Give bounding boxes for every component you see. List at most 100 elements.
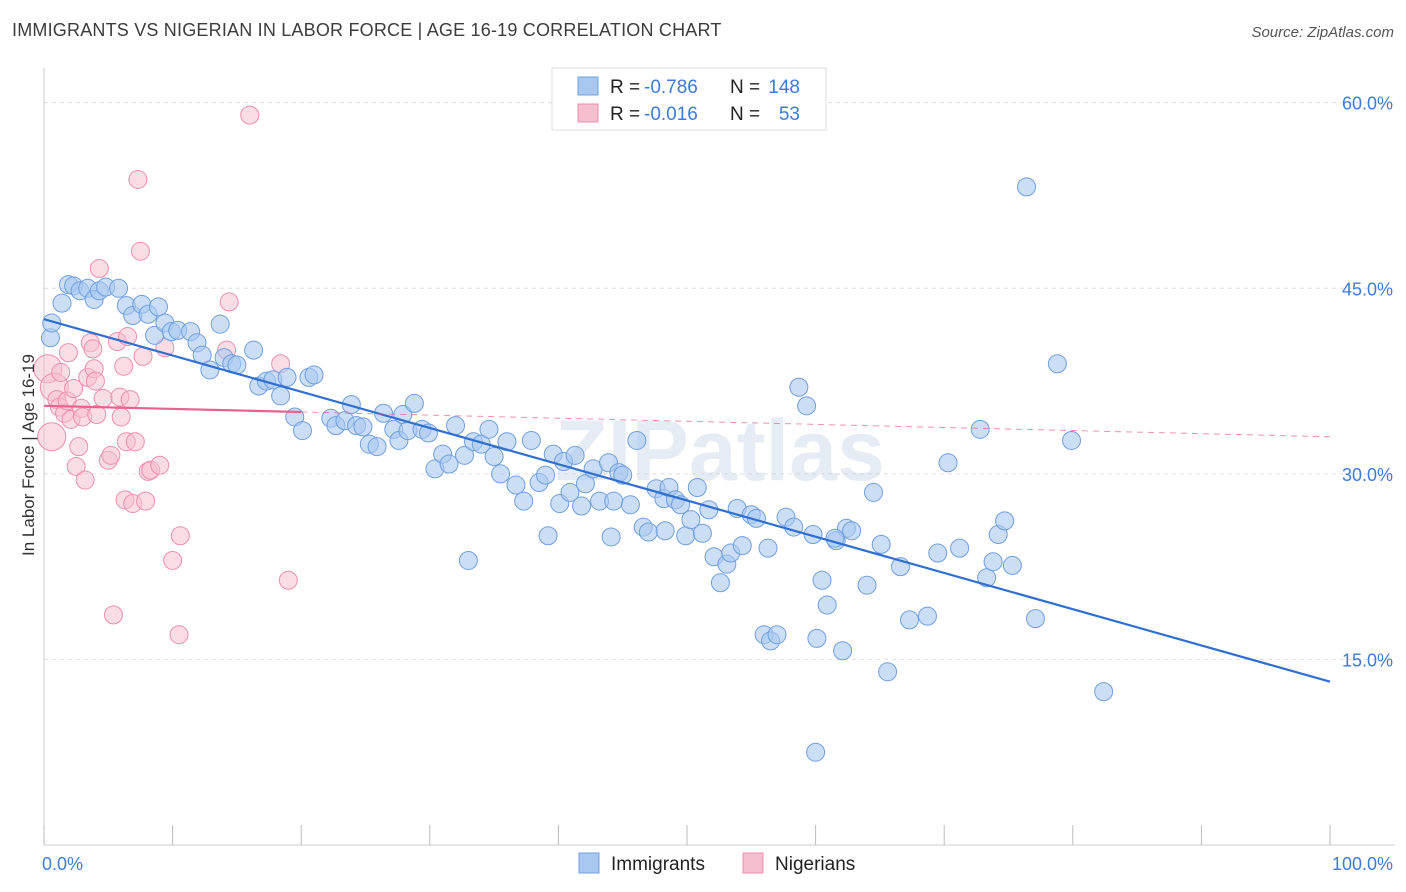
nigerians-point xyxy=(101,445,121,465)
nigerians-point xyxy=(69,437,89,457)
immigrants-point xyxy=(699,500,719,520)
nigerians-point xyxy=(37,422,67,452)
immigrants-point xyxy=(1026,609,1046,629)
nigerians-point xyxy=(169,625,189,645)
immigrants-point xyxy=(950,538,970,558)
immigrants-point xyxy=(521,430,541,450)
nigerians-point xyxy=(120,390,140,410)
immigrants-point xyxy=(995,511,1015,531)
immigrants-point xyxy=(572,496,592,516)
trend-lines xyxy=(43,318,1331,683)
immigrants-point xyxy=(732,536,752,556)
immigrants-point xyxy=(833,641,853,661)
immigrants-point xyxy=(620,495,640,515)
legend-swatch-immigrants xyxy=(577,76,599,96)
immigrants-point xyxy=(983,552,1003,572)
legend-r-value-immigrants: -0.786 xyxy=(644,77,698,98)
watermark: ZIPatlas xyxy=(555,403,885,499)
immigrants-point xyxy=(1002,555,1022,575)
nigerians-trend-line xyxy=(43,404,302,414)
immigrants-point xyxy=(812,570,832,590)
immigrants-point xyxy=(687,477,707,497)
immigrants-point xyxy=(491,464,511,484)
y-tick-label: 60.0% xyxy=(1342,94,1393,114)
nigerians-point xyxy=(66,456,86,476)
legend-n-label-immigrants: N = xyxy=(730,77,760,98)
immigrants-point xyxy=(304,365,324,385)
immigrants-point xyxy=(367,437,387,457)
legend-swatch-nigerians xyxy=(577,103,599,123)
immigrants-point xyxy=(710,573,730,593)
immigrants-point xyxy=(601,527,621,547)
nigerians-point xyxy=(85,371,105,391)
immigrants-point xyxy=(439,454,459,474)
immigrants-point xyxy=(758,538,778,558)
chart-title: IMMIGRANTS VS NIGERIAN IN LABOR FORCE | … xyxy=(12,20,722,40)
immigrants-point xyxy=(52,293,72,313)
legend-n-value-immigrants: 148 xyxy=(768,77,800,98)
immigrants-point xyxy=(878,662,898,682)
immigrants-point xyxy=(506,475,526,495)
immigrants-point xyxy=(341,395,361,415)
nigerians-point xyxy=(75,470,95,490)
nigerians-point xyxy=(240,105,260,125)
immigrants-point xyxy=(899,610,919,630)
nigerians-points xyxy=(33,105,298,645)
immigrants-point xyxy=(938,453,958,473)
y-tick-label: 15.0% xyxy=(1342,650,1393,670)
immigrants-point xyxy=(292,421,312,441)
nigerians-point xyxy=(64,379,84,399)
immigrants-point xyxy=(655,521,675,541)
immigrants-point xyxy=(807,628,827,648)
legend-r-label-immigrants: R = xyxy=(610,77,640,98)
immigrants-point xyxy=(806,742,826,762)
nigerians-point xyxy=(114,356,134,376)
immigrants-point xyxy=(109,278,129,298)
legend-r-value-nigerians: -0.016 xyxy=(644,104,698,125)
immigrants-point xyxy=(538,526,558,546)
nigerians-point xyxy=(111,407,131,427)
nigerians-point xyxy=(219,292,239,312)
nigerians-point xyxy=(130,241,150,261)
watermark-text: ZIPatlas xyxy=(555,403,885,499)
immigrants-point xyxy=(604,491,624,511)
nigerians-point xyxy=(58,343,78,363)
immigrants-point xyxy=(148,297,168,317)
immigrants-point xyxy=(565,445,585,465)
immigrants-point xyxy=(692,523,712,543)
immigrants-point xyxy=(560,482,580,502)
immigrants-point xyxy=(446,416,466,436)
nigerians-point xyxy=(278,570,298,590)
bottom-legend-nigerians: Nigerians xyxy=(775,854,855,875)
legend-n-value-nigerians: 53 xyxy=(779,104,800,125)
legend: R = -0.786 N = 148 R = -0.016 N = 53 xyxy=(551,67,827,131)
immigrants-point xyxy=(277,367,297,387)
immigrants-point xyxy=(857,575,877,595)
immigrants-point xyxy=(1017,177,1037,197)
immigrants-point xyxy=(1047,354,1067,374)
y-tick-labels: 15.0% 30.0% 45.0% 60.0% xyxy=(1342,94,1393,671)
x-tick-label-min: 0.0% xyxy=(42,854,83,874)
immigrants-point xyxy=(917,606,937,626)
y-tick-label: 30.0% xyxy=(1342,465,1393,485)
immigrants-points xyxy=(40,177,1114,762)
nigerians-point xyxy=(83,339,103,359)
immigrants-point xyxy=(244,340,264,360)
immigrants-point xyxy=(789,377,809,397)
chart-source: Source: ZipAtlas.com xyxy=(1251,24,1394,41)
immigrants-point xyxy=(353,417,373,437)
nigerians-point xyxy=(128,169,148,189)
immigrants-point xyxy=(863,482,883,502)
nigerians-point xyxy=(150,455,170,475)
bottom-legend-immigrants: Immigrants xyxy=(611,854,705,875)
x-tick-label-max: 100.0% xyxy=(1332,854,1393,874)
y-tick-label: 45.0% xyxy=(1342,279,1393,299)
bottom-legend-swatch-immigrants xyxy=(578,852,600,874)
immigrants-point xyxy=(404,393,424,413)
axes xyxy=(43,68,1395,846)
immigrants-point xyxy=(970,419,990,439)
immigrants-point xyxy=(928,543,948,563)
nigerians-point xyxy=(103,605,123,625)
immigrants-point xyxy=(676,526,696,546)
